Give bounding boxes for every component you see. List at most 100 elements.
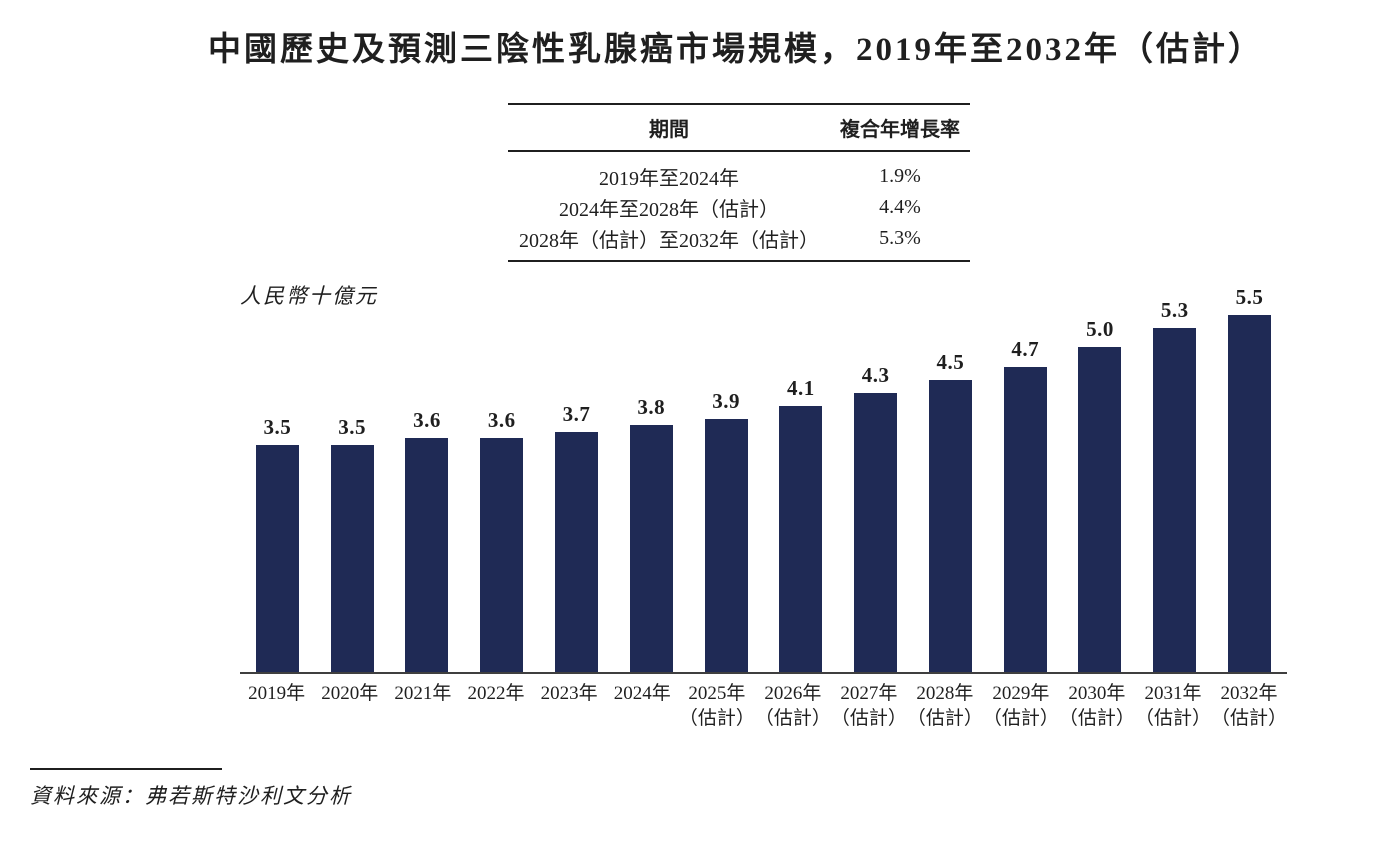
x-tick-label: 2031年 （估計） <box>1135 681 1211 731</box>
period-cell: 2028年（估計）至2032年（估計） <box>519 230 819 252</box>
bar-group: 3.5 <box>315 414 390 672</box>
x-tick-label: 2023年 <box>533 681 606 731</box>
x-tick-estimate-note: （估計） <box>1058 708 1135 729</box>
x-tick-estimate-note: （估計） <box>1210 708 1287 729</box>
bar <box>1228 314 1272 672</box>
x-tick-year: 2027年 <box>840 683 898 704</box>
bar-value-label: 5.3 <box>1160 297 1189 322</box>
bar <box>854 392 898 672</box>
cagr-table: 期間 複合年增長率 2019年至2024年 1.9% 2024年至2028年（估計）… <box>508 103 970 262</box>
bar-value-label: 5.0 <box>1086 317 1114 341</box>
bar <box>1003 366 1047 672</box>
bar <box>928 379 972 672</box>
bar-value-label: 3.6 <box>413 408 441 432</box>
x-tick-year: 2030年 <box>1068 683 1126 704</box>
x-tick-label: 2029年 （估計） <box>983 681 1059 731</box>
bar-group: 5.3 <box>1137 297 1212 672</box>
x-tick-label: 2020年 <box>313 681 386 731</box>
bars-area: 3.5 3.5 3.6 3.6 3.7 3.8 3.9 4.1 4.3 4.5 4.7 5.0 5.3 5… <box>240 282 1287 672</box>
column-header-cagr: 複合年增長率 <box>830 104 970 152</box>
bar-value-label: 4.7 <box>1011 336 1040 361</box>
source-text: 資料來源：弗若斯特沙利文分析 <box>30 784 352 808</box>
x-tick-estimate-note: （估計） <box>830 708 907 729</box>
x-tick-year: 2024年 <box>613 683 671 704</box>
x-tick-year: 2029年 <box>992 683 1050 704</box>
x-tick-year: 2022年 <box>467 683 525 704</box>
bar <box>779 405 823 672</box>
bar-group: 5.0 <box>1063 317 1138 672</box>
bar-value-label: 3.7 <box>562 401 591 426</box>
bar-value-label: 4.1 <box>786 375 815 400</box>
x-tick-label: 2030年 （估計） <box>1059 681 1135 731</box>
bar-value-label: 3.8 <box>637 395 666 419</box>
x-tick-label: 2021年 <box>386 681 459 731</box>
bar-group: 5.5 <box>1212 284 1287 672</box>
x-tick-label: 2024年 <box>606 681 679 731</box>
bar-group: 4.5 <box>913 349 988 672</box>
bar-value-label: 3.6 <box>487 408 516 432</box>
x-tick-year: 2020年 <box>321 683 379 704</box>
period-cell: 2019年至2024年 <box>599 168 739 190</box>
bar-value-label: 5.5 <box>1235 284 1264 309</box>
bar-value-label: 3.5 <box>263 414 292 439</box>
bar-group: 4.1 <box>763 375 838 672</box>
bar <box>1153 327 1197 672</box>
bar-value-label: 4.3 <box>861 362 890 387</box>
source-divider-line <box>30 768 222 770</box>
bar-group: 3.9 <box>689 388 764 672</box>
bar <box>480 438 524 672</box>
cagr-table-body: 2019年至2024年 1.9% 2024年至2028年（估計） 4.4% 2028年（… <box>508 151 970 261</box>
page-title: 中國歷史及預測三陰性乳腺癌市場規模，2019年至2032年（估計） <box>208 32 1264 68</box>
x-tick-year: 2025年 <box>688 683 746 704</box>
bar-group: 3.7 <box>539 401 614 672</box>
x-tick-label: 2027年 （估計） <box>831 681 907 731</box>
bar-chart: 3.5 3.5 3.6 3.6 3.7 3.8 3.9 4.1 4.3 4.5 4.7 5.0 5.3 5… <box>240 282 1287 731</box>
bar <box>1078 347 1122 672</box>
x-axis-line <box>240 672 1287 674</box>
bar-value-label: 4.5 <box>936 349 965 374</box>
bar-group: 3.6 <box>464 408 539 672</box>
bar-value-label: 3.5 <box>338 414 367 439</box>
x-tick-year: 2019年 <box>248 683 306 704</box>
x-tick-label: 2026年 （估計） <box>755 681 831 731</box>
x-tick-estimate-note: （估計） <box>1134 708 1211 729</box>
table-row: 2024年至2028年（估計） 4.4% <box>508 192 970 223</box>
cagr-cell: 5.3% <box>879 227 921 249</box>
y-axis-unit-label: 人民幣十億元 <box>240 284 378 308</box>
bar <box>255 444 299 672</box>
x-tick-year: 2026年 <box>764 683 822 704</box>
bar-group: 4.7 <box>988 336 1063 672</box>
x-tick-estimate-note: （估計） <box>982 708 1059 729</box>
bar <box>555 431 599 672</box>
bar-group: 3.5 <box>240 414 315 672</box>
bar-group: 3.8 <box>614 395 689 672</box>
table-row: 2028年（估計）至2032年（估計） 5.3% <box>508 223 970 261</box>
x-tick-year: 2023年 <box>540 683 598 704</box>
x-tick-label: 2022年 <box>459 681 532 731</box>
x-tick-year: 2021年 <box>394 683 452 704</box>
bar <box>704 418 748 672</box>
bar <box>629 425 673 672</box>
x-tick-label: 2032年 （估計） <box>1211 681 1287 731</box>
x-tick-label: 2019年 <box>240 681 313 731</box>
x-tick-year: 2028年 <box>916 683 974 704</box>
x-axis-labels: 2019年 2020年 2021年 2022年 2023年 2024年 2025年 （估計） 2… <box>240 681 1287 731</box>
x-tick-year: 2032年 <box>1220 683 1278 704</box>
cagr-cell: 4.4% <box>879 196 921 218</box>
bar-value-label: 3.9 <box>712 388 740 413</box>
bar-group: 4.3 <box>838 362 913 672</box>
x-tick-label: 2028年 （估計） <box>907 681 983 731</box>
period-cell: 2024年至2028年（估計） <box>559 199 779 221</box>
x-tick-estimate-note: （估計） <box>754 708 831 729</box>
x-tick-estimate-note: （估計） <box>906 708 983 729</box>
x-tick-year: 2031年 <box>1144 683 1202 704</box>
x-tick-label: 2025年 （估計） <box>679 681 755 731</box>
cagr-cell: 1.9% <box>879 165 921 187</box>
x-tick-estimate-note: （估計） <box>678 708 755 729</box>
source-note: 資料來源：弗若斯特沙利文分析 <box>30 768 352 810</box>
table-row: 2019年至2024年 1.9% <box>508 151 970 192</box>
bar <box>405 438 449 672</box>
bar <box>330 444 374 672</box>
column-header-period: 期間 <box>508 104 830 152</box>
